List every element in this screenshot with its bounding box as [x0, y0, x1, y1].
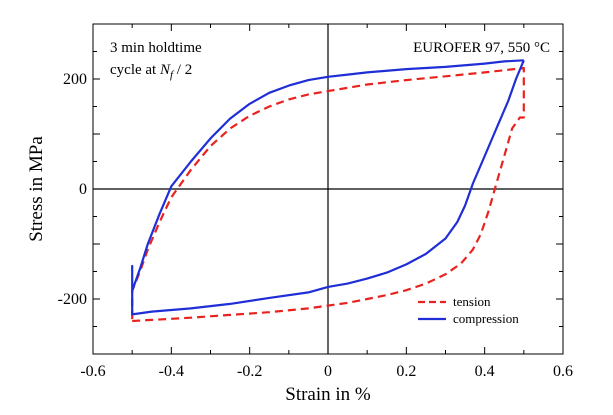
y-tick-label: -200 [58, 291, 87, 308]
x-tick-label: 0.4 [475, 363, 495, 380]
y-tick-labels: -200 0 200 [58, 71, 87, 308]
legend: tension compression [418, 294, 519, 326]
x-axis-title: Strain in % [285, 384, 371, 405]
x-tick-label: 0.2 [396, 363, 416, 380]
annotation-material: EUROFER 97, 550 °C [413, 40, 550, 56]
x-tick-labels: -0.6 -0.4 -0.2 0 0.2 0.4 0.6 [80, 363, 573, 380]
x-tick-label: -0.6 [80, 363, 105, 380]
x-tick-label: -0.4 [159, 363, 184, 380]
y-axis-title: Stress in MPa [26, 136, 47, 242]
annotation-cycle-sub: f [170, 69, 175, 81]
x-tick-label: 0 [324, 363, 332, 380]
annotation-cycle-prefix: cycle at [110, 62, 160, 78]
x-tick-label: -0.2 [237, 363, 262, 380]
y-tick-label: 0 [79, 181, 87, 198]
series-tension-line [131, 66, 525, 323]
annotation-holdtime: 3 min holdtime [110, 40, 202, 56]
annotation-cycle-suffix: / 2 [173, 62, 192, 78]
legend-label-tension: tension [453, 294, 491, 309]
series-compression-line [131, 59, 525, 316]
y-tick-label: 200 [63, 71, 87, 88]
x-tick-label: 0.6 [553, 363, 573, 380]
annotation-cycle: cycle at Nf / 2 [110, 62, 192, 81]
series-layer [131, 59, 525, 323]
annotation-cycle-var: N [159, 62, 171, 78]
legend-label-compression: compression [453, 311, 519, 326]
